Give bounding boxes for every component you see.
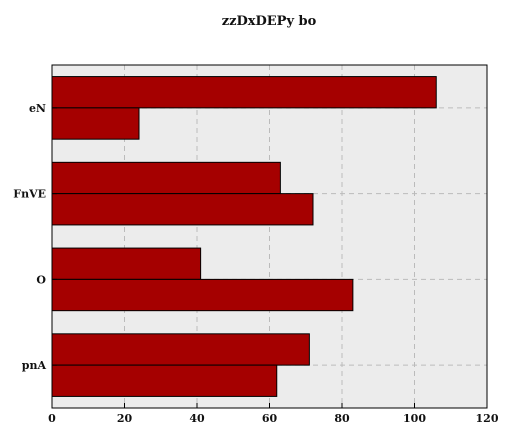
bar-O-series-2	[51, 278, 354, 312]
bar-FnVE-series-1	[51, 161, 281, 195]
y-tick-label: FnVE	[13, 188, 46, 201]
bar-FnVE-series-2	[51, 193, 314, 226]
x-tick-label: 0	[48, 412, 56, 425]
x-tick-label: 120	[476, 412, 499, 425]
bar-pnA-series-2	[51, 364, 278, 397]
bar-O-series-1	[51, 247, 202, 280]
bar-eN-series-2	[51, 107, 140, 140]
x-tick-label: 40	[189, 412, 205, 425]
y-tick-label: pnA	[22, 359, 47, 372]
x-tick-label: 100	[403, 412, 426, 425]
bar-pnA-series-1	[51, 333, 310, 366]
y-tick-label: O	[36, 273, 46, 286]
x-tick-label: 80	[334, 412, 350, 425]
bar-eN-series-1	[51, 76, 437, 109]
x-tick-label: 20	[117, 412, 133, 425]
chart-title: zzDxDEPy bo	[222, 14, 317, 29]
y-tick-label: eN	[29, 102, 46, 115]
x-tick-label: 60	[262, 412, 278, 425]
